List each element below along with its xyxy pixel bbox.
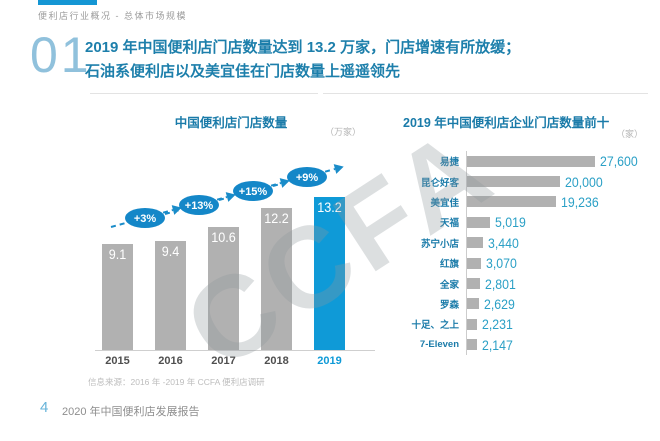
bar-value-label: 2,801 (485, 275, 516, 292)
table-row: 昆仑好客 20,000 (385, 171, 655, 192)
bar-track: 5,019 (466, 212, 655, 233)
company-label: 天福 (439, 218, 459, 230)
section-number: 01 (30, 27, 92, 83)
bar-value-label: 19,236 (561, 193, 599, 210)
bar-天福 (467, 216, 490, 228)
bar-track: 27,600 (466, 151, 655, 172)
chart-title: 2019 年中国便利店企业门店数量前十 (403, 116, 610, 130)
bar-2016: 9.4 (155, 241, 186, 350)
bar-value-label: 20,000 (565, 173, 603, 190)
company-label: 苏宁小店 (420, 238, 459, 250)
bar-value-label: 2,147 (482, 336, 513, 353)
chart-unit-label: （万家） (324, 127, 361, 137)
bar-value-label: 3,070 (486, 255, 517, 272)
breadcrumb: 便利店行业概况 - 总体市场规模 (38, 11, 187, 21)
x-axis-tick-2016: 2016 (158, 355, 183, 367)
bar-value-label: 5,019 (495, 214, 526, 231)
company-label: 7-Eleven (419, 339, 459, 351)
growth-badge-label: +3% (134, 213, 157, 225)
company-label: 罗森 (439, 299, 459, 311)
table-row: 天福 5,019 (385, 212, 655, 233)
company-label: 红旗 (439, 259, 459, 271)
growth-badge (233, 181, 273, 201)
horizontal-bar-chart-top10: 2019 年中国便利店企业门店数量前十 （家） 易捷 27,600 昆仑好客 20,0… (385, 105, 655, 397)
bar-track: 20,000 (466, 171, 655, 192)
column-chart-plot-area: 9.1 9.4 10.6 12.2 13.2 +3% +13% +15% +9% (85, 105, 377, 351)
bar-昆仑好客 (467, 176, 560, 188)
bar-2017: 10.6 (208, 227, 239, 350)
bar-2019: 13.2 (314, 197, 345, 350)
bar-track: 19,236 (466, 191, 655, 213)
growth-badge (287, 167, 327, 187)
x-axis-tick-2015: 2015 (105, 355, 130, 367)
growth-arrowhead-icon (333, 164, 344, 174)
page-number: 4 (40, 399, 49, 416)
company-label: 昆仑好客 (420, 177, 459, 189)
bar-7-Eleven (467, 339, 477, 351)
growth-badge-label: +15% (239, 186, 268, 198)
bar-value-label: 9.4 (161, 243, 180, 259)
growth-badge (125, 208, 165, 228)
bar-value-label: 9.1 (108, 246, 127, 262)
bar-track: 2,231 (466, 314, 655, 335)
table-row: 易捷 27,600 (385, 151, 655, 172)
company-label: 十足、之上 (411, 320, 459, 332)
divider-left (90, 93, 318, 94)
growth-badge (179, 195, 219, 215)
bar-track: 2,801 (466, 273, 655, 294)
source-note: 信息来源：2016 年 -2019 年 CCFA 便利店调研 (88, 377, 265, 387)
bar-value-label: 3,440 (488, 234, 519, 251)
bar-value-label: 10.6 (211, 229, 236, 245)
footer-report-title: 2020 年中国便利店发展报告 (62, 406, 200, 418)
table-row: 红旗 3,070 (385, 252, 655, 274)
bar-十足、之上 (467, 318, 477, 330)
page-title: 2019 年中国便利店门店数量达到 13.2 万家，门店增速有所放缓； 石油系便… (85, 36, 520, 84)
company-label: 全家 (439, 279, 459, 291)
table-row: 十足、之上 2,231 (385, 314, 655, 335)
divider-right (323, 93, 648, 94)
company-label: 美宜佳 (430, 197, 459, 209)
bar-track: 3,440 (466, 232, 655, 253)
growth-arrows-overlay: +3% +13% +15% +9% (110, 164, 344, 228)
x-axis-tick-2017: 2017 (211, 355, 236, 367)
bar-track: 2,629 (466, 293, 655, 315)
bar-track: 2,147 (466, 334, 655, 355)
table-row: 美宜佳 19,236 (385, 191, 655, 213)
growth-badge-label: +9% (296, 172, 319, 184)
bar-苏宁小店 (467, 237, 483, 249)
growth-badge-label: +13% (185, 200, 214, 212)
bar-红旗 (467, 257, 481, 269)
bar-value-label: 2,231 (482, 316, 513, 333)
page-title-line-1: 2019 年中国便利店门店数量达到 13.2 万家，门店增速有所放缓； (85, 39, 521, 56)
bar-value-label: 12.2 (264, 210, 289, 226)
bar-罗森 (467, 298, 479, 310)
chart-unit-label: （家） (615, 129, 643, 139)
table-row: 苏宁小店 3,440 (385, 232, 655, 253)
table-row: 全家 2,801 (385, 273, 655, 294)
x-axis-tick-2019: 2019 (317, 355, 342, 367)
horizontal-bar-rows: 易捷 27,600 昆仑好客 20,000 美宜佳 19,236 天福 5,019 苏宁小店 3,… (385, 151, 655, 355)
company-label: 易捷 (439, 157, 459, 169)
bar-2018: 12.2 (261, 208, 292, 350)
x-axis-tick-2018: 2018 (264, 355, 289, 367)
chart-title: 中国便利店门店数量 (174, 116, 288, 130)
table-row: 罗森 2,629 (385, 293, 655, 315)
bar-track: 3,070 (466, 252, 655, 274)
bar-value-label: 27,600 (600, 153, 638, 170)
bar-美宜佳 (467, 196, 556, 208)
bar-易捷 (467, 155, 595, 167)
x-axis-line (95, 350, 375, 351)
page-title-line-2: 石油系便利店以及美宜佳在门店数量上遥遥领先 (85, 63, 401, 80)
table-row: 7-Eleven 2,147 (385, 334, 655, 355)
bar-value-label: 13.2 (317, 199, 342, 215)
bar-全家 (467, 278, 480, 290)
bar-2015: 9.1 (102, 244, 133, 350)
top-accent-bar (38, 0, 97, 5)
column-chart-store-count: 中国便利店门店数量 （万家） 9.1 9.4 10.6 12.2 13.2 +3% +13%… (85, 105, 377, 397)
bar-value-label: 2,629 (484, 295, 515, 312)
